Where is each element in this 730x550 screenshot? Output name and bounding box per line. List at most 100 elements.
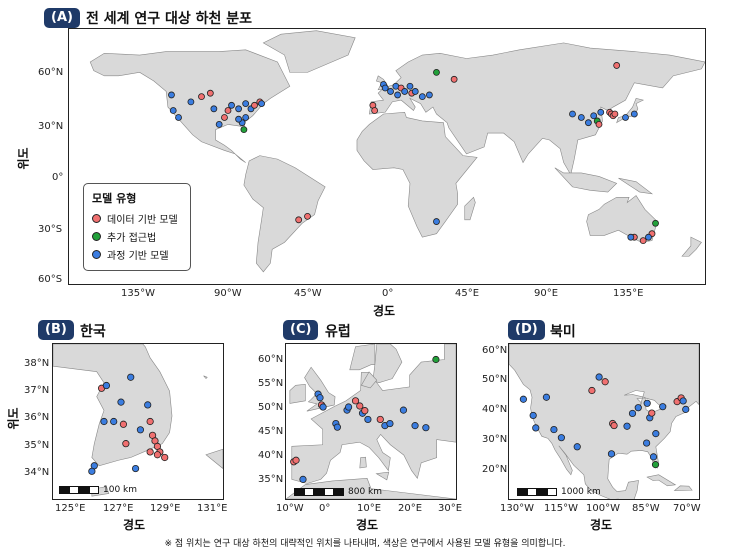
a-xtick: 45°W [294,288,322,299]
legend-swatch-process [92,250,101,259]
panel-a-title: 전 세계 연구 대상 하천 분포 [86,11,253,27]
korea-site-marker [136,426,145,434]
namerica-map-frame: 1000 km [508,343,700,500]
world-site-marker [611,110,619,118]
namerica-site-marker [651,461,660,469]
europe-map [286,344,456,499]
c-ytick: 45°N [258,426,284,437]
europe-mainland-shape [291,344,456,484]
korea-site-marker [131,464,140,473]
korea-scalebar: 100 km [59,485,137,495]
world-site-marker [169,107,177,114]
namerica-site-marker [532,424,540,432]
europe-map-frame: 800 km [285,343,457,500]
world-site-marker [206,89,214,97]
namerica-site-marker [519,395,527,403]
panel-d-tag: (D) [508,320,545,340]
europe-site-marker [411,422,419,430]
c-xtick: 10°W [276,503,304,514]
europe-scalebar: 800 km [294,487,382,497]
world-site-marker [577,114,585,121]
europe-site-marker [319,403,327,411]
world-site-marker [597,108,605,116]
c-xtick: 0° [319,503,331,514]
europe-site-marker [399,406,408,414]
europe-site-marker [333,423,341,431]
namerica-site-marker [557,434,565,442]
britain-shape [304,366,336,412]
world-site-marker [258,100,265,107]
world-site-marker [645,233,652,241]
legend-swatch-additional [92,232,101,241]
hispaniola-shape [673,485,693,491]
namerica-site-marker [595,373,603,381]
b-xtick: 127°E [103,503,134,514]
europe-asia-shape [368,42,705,176]
namerica-scalebar: 1000 km [517,487,601,497]
b-ylabel: 위도 [6,407,21,430]
korea-site-marker [88,467,96,475]
world-site-marker [585,119,592,127]
world-site-marker [198,93,205,101]
europe-site-marker [376,415,384,424]
world-site-marker [295,216,303,224]
panel-c-title: 유럽 [325,324,351,340]
d-xtick: 100°W [586,503,620,514]
namerica-site-marker [529,411,537,420]
denmark-shape [360,371,378,389]
world-site-marker [613,62,621,69]
world-site-marker [221,114,228,121]
north-america-shape [89,49,291,163]
d-ytick: 60°N [482,345,508,356]
b-ytick: 35°N [24,440,50,451]
korea-sites [88,373,169,475]
namerica-site-marker [679,397,687,405]
legend-swatch-data [92,214,101,223]
b-ytick: 37°N [24,385,50,396]
australia-shape [586,195,658,243]
c-ytick: 60°N [258,354,284,365]
world-site-marker [235,105,243,113]
ulleung-shape [203,375,208,380]
legend-label-data: 데이터 기반 모델 [107,215,178,226]
legend-label-additional: 추가 접근법 [107,233,157,244]
c-ytick: 55°N [258,378,284,389]
d-ytick: 50°N [482,374,508,385]
a-xlabel: 경도 [373,304,396,318]
world-site-marker [639,237,647,245]
world-site-marker [394,91,402,99]
b-xtick: 129°E [150,503,181,514]
korea-scale-label: 100 km [103,485,138,495]
korea-map [53,344,223,497]
c-xtick: 20°E [398,503,423,514]
legend-title: 모델 유형 [92,192,137,205]
a-ylabel: 위도 [16,147,31,170]
world-site-marker [242,114,250,121]
europe-site-marker [292,456,300,464]
namerica-site-marker [610,421,618,430]
d-xtick: 85°W [632,503,660,514]
d-xlabel: 경도 [590,518,613,532]
cuba-shape [646,474,677,487]
c-ytick: 50°N [258,402,284,413]
world-site-marker [652,219,659,227]
world-site-marker [210,105,218,113]
namerica-site-marker [588,386,596,395]
a-ytick: 60°S [38,274,63,285]
sardinia-shape [359,456,367,469]
korea-map-frame: 100 km [52,343,224,500]
korea-site-marker [119,420,128,428]
korea-site-marker [110,417,118,426]
norway-shape [349,344,376,371]
europe-site-marker [299,475,307,483]
namerica-site-marker [634,404,642,412]
world-site-marker [450,75,458,83]
b-ytick: 36°N [24,412,50,423]
madagascar-shape [464,196,476,221]
new-guinea-shape [618,177,654,195]
korea-site-marker [102,381,111,390]
c-xtick: 30°E [438,503,463,514]
b-xlabel: 경도 [123,518,146,532]
europe-site-marker [356,402,364,410]
namerica-site-marker [643,399,651,407]
